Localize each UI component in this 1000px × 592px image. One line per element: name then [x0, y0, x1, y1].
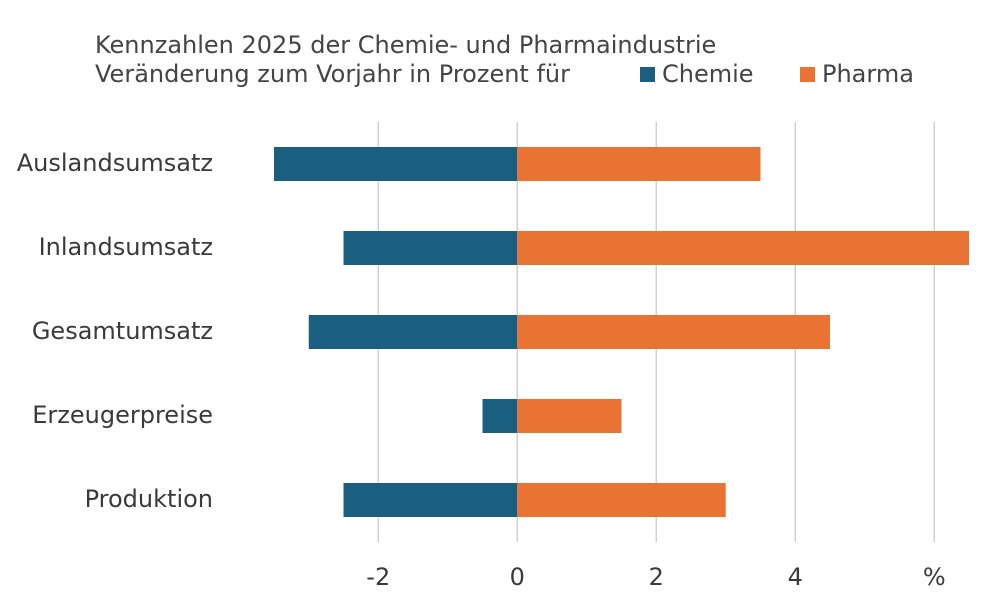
legend-label: Pharma: [822, 60, 914, 88]
legend-swatch: [640, 67, 655, 82]
x-tick-label: 4: [788, 563, 803, 591]
bar: [517, 147, 761, 181]
bar: [517, 315, 830, 349]
bar: [343, 231, 518, 265]
bar: [482, 399, 518, 433]
chart-subtitle: Veränderung zum Vorjahr in Prozent für: [95, 60, 570, 88]
x-tick-label: 0: [510, 563, 525, 591]
y-tick-label: Inlandsumsatz: [39, 233, 213, 261]
y-tick-label: Auslandsumsatz: [17, 149, 213, 177]
bar: [517, 483, 726, 517]
legend-label: Chemie: [662, 60, 754, 88]
y-tick-label: Gesamtumsatz: [32, 317, 213, 345]
bar: [517, 231, 969, 265]
y-tick-label: Produktion: [85, 485, 213, 513]
x-tick-label: %: [923, 563, 946, 591]
bar: [517, 399, 622, 433]
bar: [343, 483, 518, 517]
bar: [274, 147, 518, 181]
x-tick-label: 2: [649, 563, 664, 591]
x-tick-label: -2: [366, 563, 390, 591]
bar: [308, 315, 518, 349]
y-tick-label: Erzeugerpreise: [32, 401, 213, 429]
legend-swatch: [800, 67, 815, 82]
chart-title: Kennzahlen 2025 der Chemie- und Pharmain…: [95, 31, 716, 59]
